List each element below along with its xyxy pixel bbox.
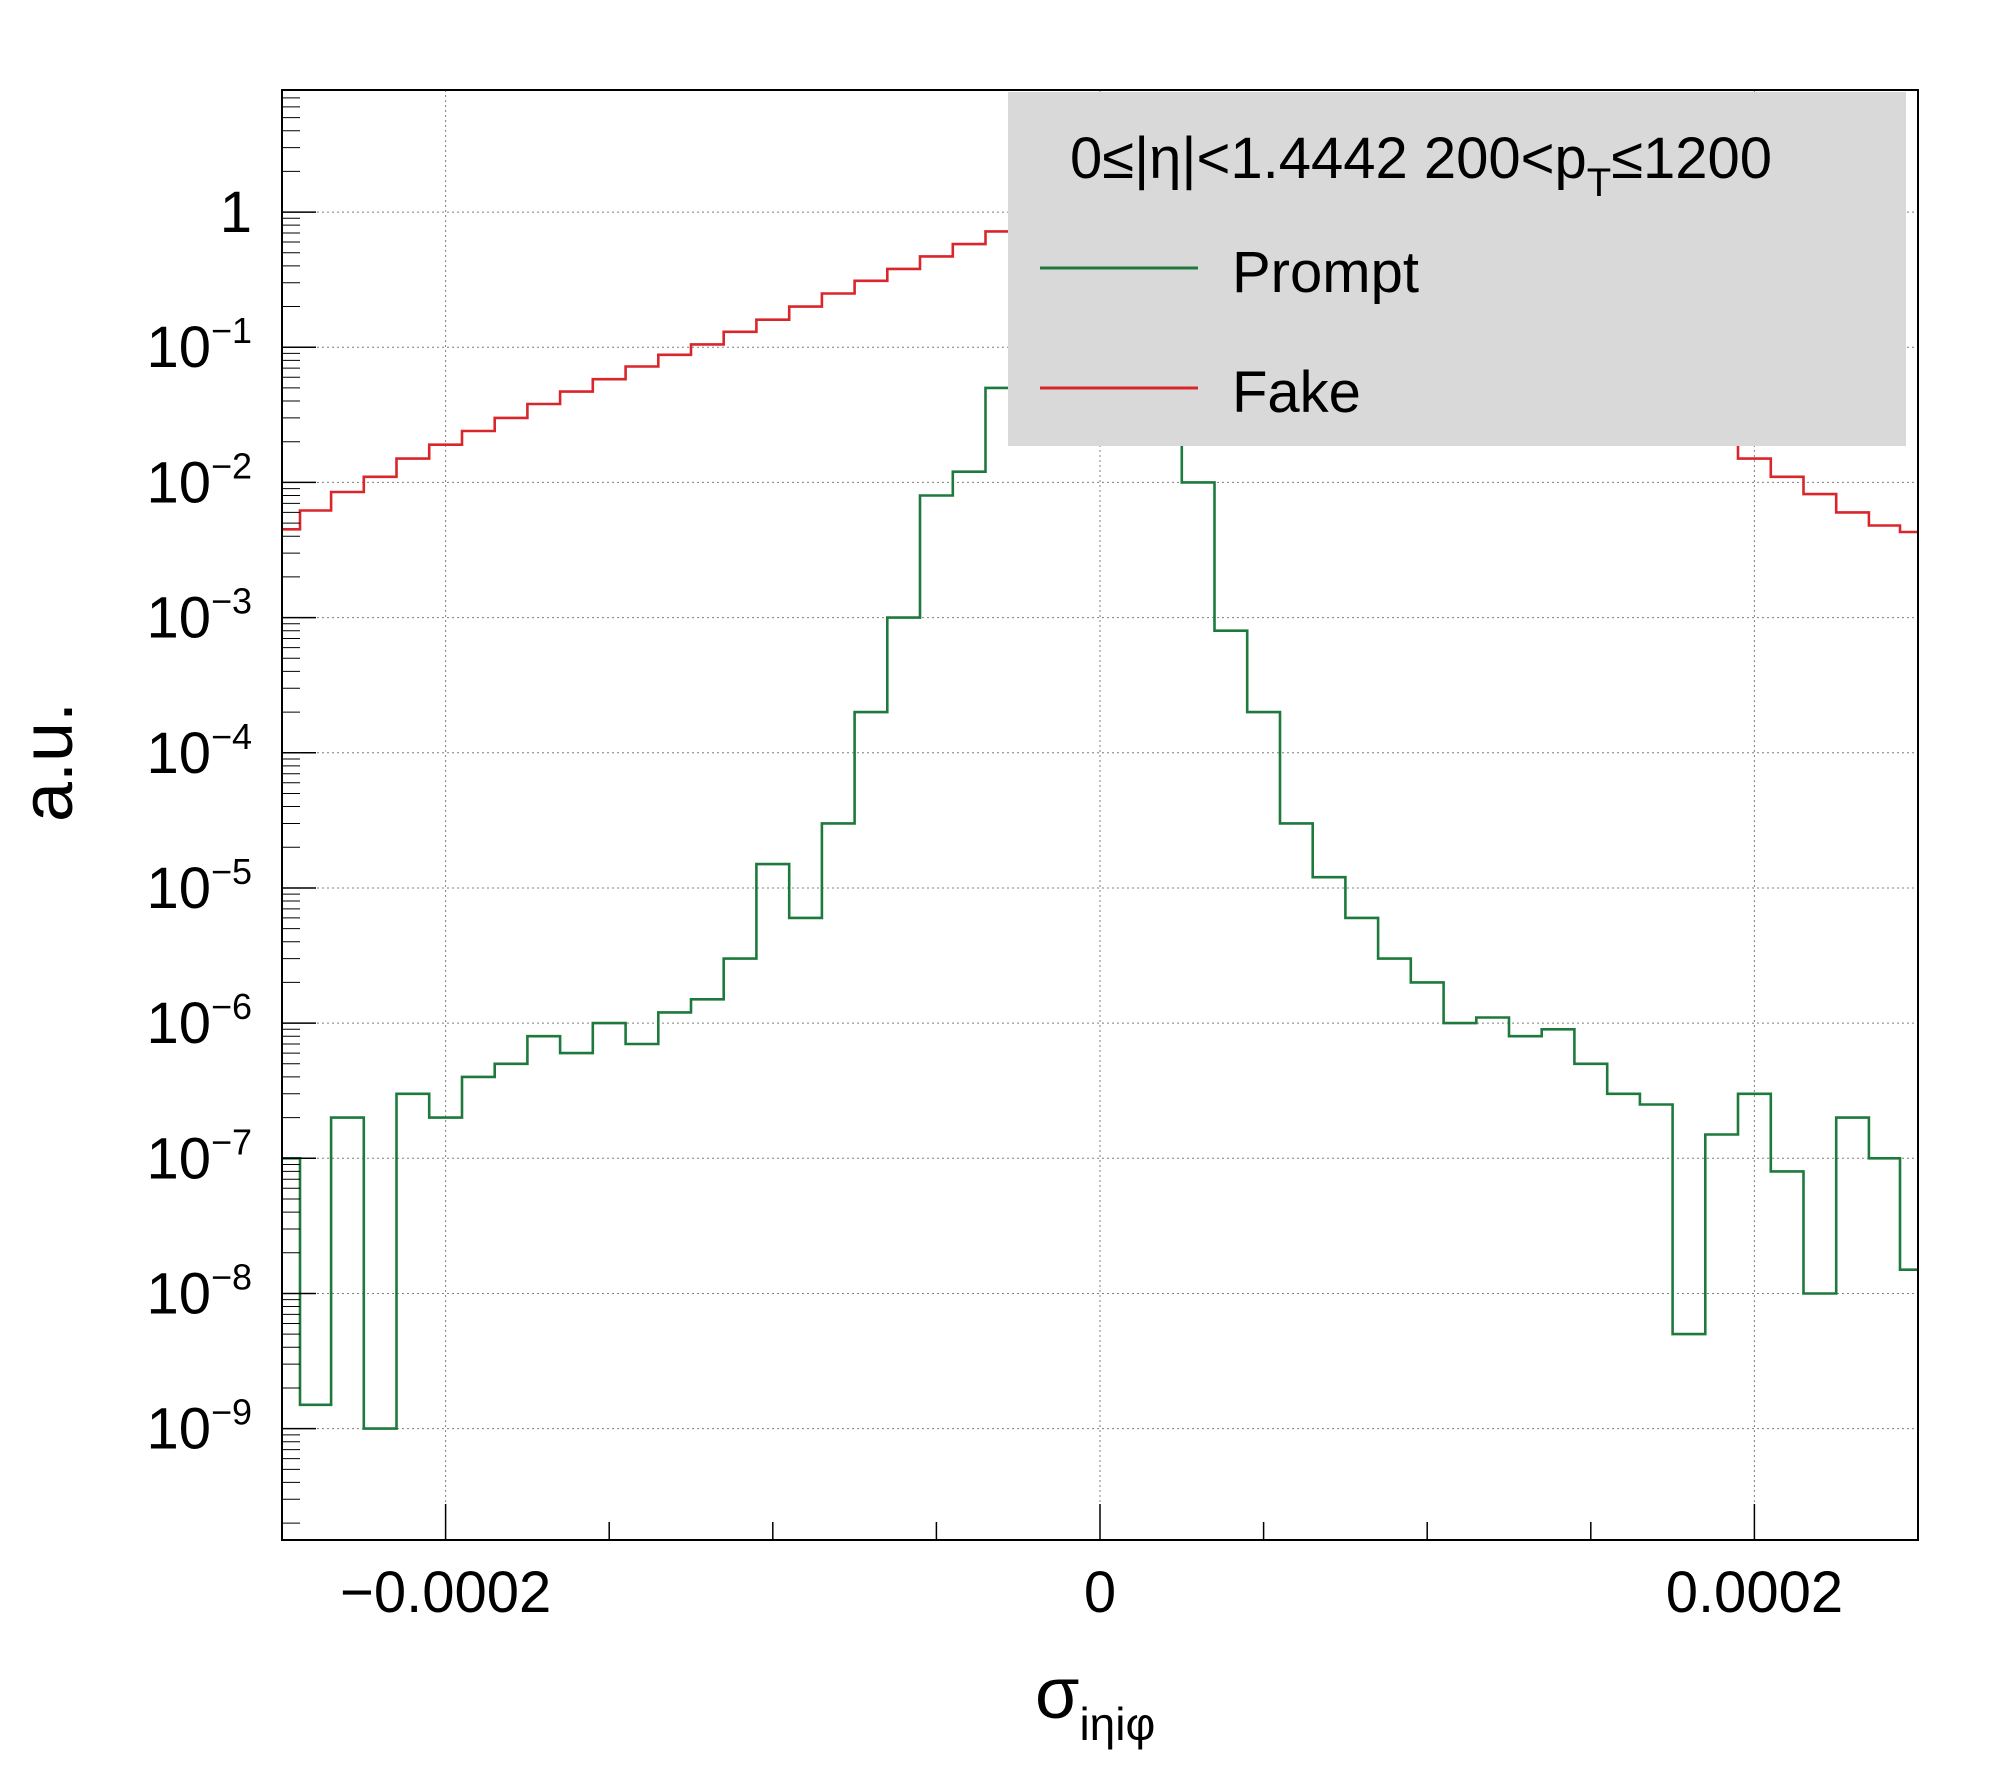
legend-label-prompt: Prompt [1232,240,1419,305]
y-tick-label: 10−7 [146,1121,252,1191]
y-tick-base: 10 [146,856,211,921]
y-tick-label: 10−9 [146,1392,252,1462]
x-axis-title-main: σ [1035,1654,1079,1734]
y-tick-exponent: −7 [211,1121,252,1162]
x-axis-title-sub: iηiφ [1079,1698,1155,1750]
y-tick-base: 1 [220,180,252,245]
y-tick-base: 10 [146,450,211,515]
y-tick-label: 10−5 [146,851,252,921]
y-tick-label: 10−3 [146,581,252,651]
y-tick-label: 10−1 [146,310,252,380]
x-tick-label: 0 [1084,1560,1116,1625]
x-tick-label: 0.0002 [1666,1560,1843,1625]
y-tick-base: 10 [146,721,211,786]
legend-header-tail: ≤1200 [1611,126,1772,191]
y-tick-label: 10−2 [146,445,252,515]
y-tick-base: 10 [146,991,211,1056]
y-tick-exponent: −6 [211,986,252,1027]
legend: 0≤|η|<1.4442 200<pT≤1200 Prompt Fake [1008,92,1906,446]
x-tick-labels: −0.0002 0 0.0002 [340,1560,1843,1625]
y-tick-labels: 110−110−210−310−410−510−610−710−810−9 [146,180,252,1462]
legend-header-sub: T [1587,161,1611,205]
y-tick-base: 10 [146,1126,211,1191]
y-axis-title: a.u. [8,702,88,822]
y-tick-base: 10 [146,586,211,651]
y-tick-exponent: −8 [211,1256,252,1297]
y-tick-base: 10 [146,1397,211,1462]
y-tick-label: 10−6 [146,986,252,1056]
y-tick-exponent: −3 [211,581,252,622]
legend-header-main: 0≤|η|<1.4442 200<p [1070,126,1587,191]
y-tick-exponent: −5 [211,851,252,892]
y-tick-label: 10−8 [146,1256,252,1326]
x-tick-label: −0.0002 [340,1560,551,1625]
legend-label-fake: Fake [1232,360,1361,425]
y-tick-exponent: −9 [211,1392,252,1433]
y-tick-label: 1 [220,180,252,245]
y-tick-label: 10−4 [146,716,252,786]
y-tick-base: 10 [146,315,211,380]
y-tick-exponent: −1 [211,310,252,351]
axis-ticks [282,89,1756,1540]
y-tick-exponent: −2 [211,445,252,486]
y-tick-exponent: −4 [211,716,252,757]
y-tick-base: 10 [146,1261,211,1326]
legend-header: 0≤|η|<1.4442 200<pT≤1200 [1070,126,1772,205]
x-axis-title: σiηiφ [1035,1654,1155,1750]
